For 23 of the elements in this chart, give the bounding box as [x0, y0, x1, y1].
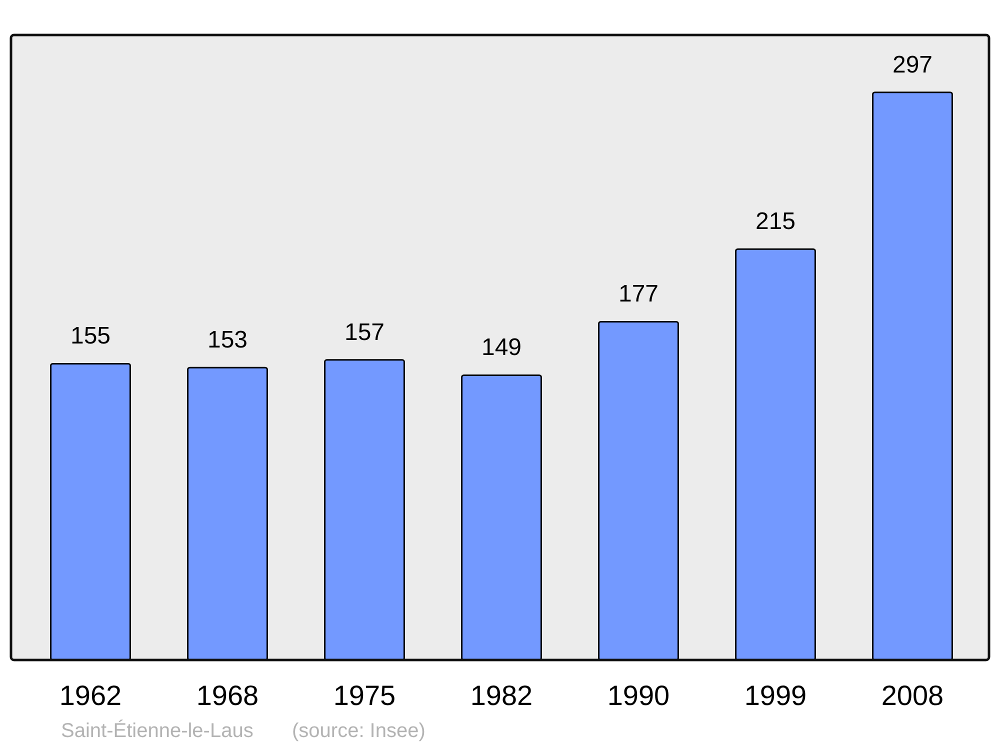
x-tick-label: 1990: [607, 680, 670, 711]
bar: [872, 92, 953, 661]
x-tick-label: 1982: [470, 680, 533, 711]
data-label: 297: [892, 51, 933, 78]
bar: [324, 359, 405, 661]
x-tick-label: 1975: [333, 680, 396, 711]
data-label: 153: [207, 326, 248, 354]
data-label: 155: [70, 322, 111, 350]
x-tick-label: 1962: [59, 680, 122, 711]
data-label: 215: [755, 208, 796, 236]
bar: [598, 320, 679, 661]
bar: [187, 366, 268, 661]
data-label: 177: [618, 280, 659, 308]
x-tick-label: 1968: [196, 680, 259, 711]
text: Saint-Étienne-le-Laus: [61, 719, 254, 742]
data-label: 149: [481, 334, 522, 362]
x-tick-label: 1999: [744, 680, 807, 711]
data-label: 157: [344, 318, 385, 346]
x-tick-label: 2008: [881, 680, 944, 711]
bar: [461, 374, 542, 661]
bar: [735, 248, 816, 661]
text: (source: Insee): [292, 720, 426, 742]
bar: [50, 362, 131, 661]
